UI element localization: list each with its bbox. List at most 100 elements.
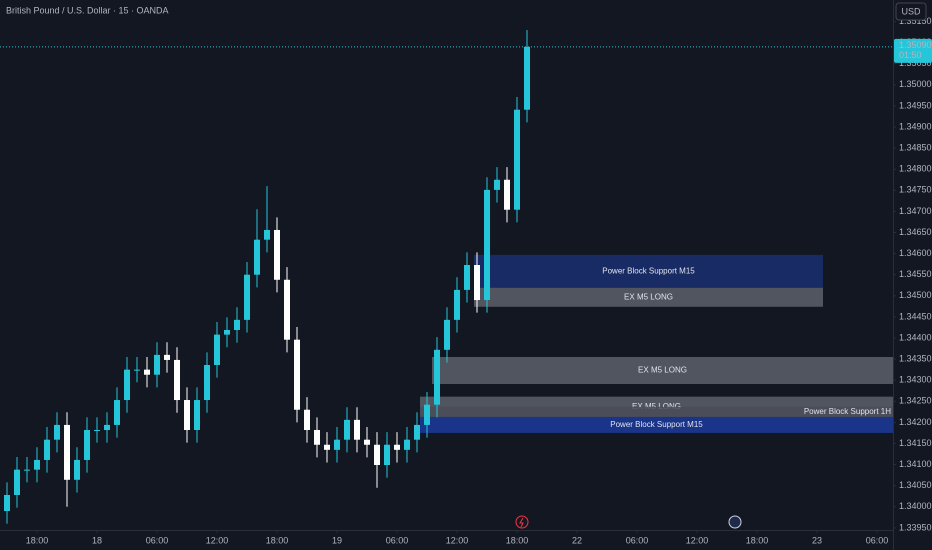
event-icon[interactable] — [515, 515, 529, 529]
last-price-label: 1.35090 — [899, 40, 932, 50]
x-tick-label: 18:00 — [506, 535, 529, 545]
candle-body — [14, 469, 20, 495]
y-tick-label: 1.35050 — [899, 58, 932, 68]
y-tick-label: 1.34450 — [899, 311, 932, 321]
candle-body — [384, 444, 390, 466]
candle-body — [474, 265, 480, 301]
y-tick-label: 1.34300 — [899, 375, 932, 385]
zone-label: EX M5 LONG — [638, 366, 687, 375]
y-tick-label: 1.34250 — [899, 396, 932, 406]
y-tick-label: 1.35150 — [899, 16, 932, 26]
y-tick-label: 1.34150 — [899, 438, 932, 448]
candle-body — [4, 494, 10, 512]
y-tick-label: 1.34400 — [899, 332, 932, 342]
currency-label: USD — [901, 6, 921, 16]
y-tick-label: 1.34550 — [899, 269, 932, 279]
candle-body — [214, 334, 220, 366]
flag-icon[interactable] — [728, 515, 742, 529]
candle-body — [64, 424, 70, 480]
x-tick-label: 12:00 — [446, 535, 469, 545]
axes: 1.33950 1.34000 1.34050 1.34100 1.34150 1.342… — [0, 16, 932, 545]
candle-body — [254, 239, 260, 275]
candle-body — [344, 419, 350, 440]
x-tick-label: 12:00 — [206, 535, 229, 545]
lightning-icon — [519, 517, 524, 528]
y-tick-label: 1.33950 — [899, 522, 932, 532]
currency-button[interactable] — [895, 2, 927, 21]
last-price-box — [894, 38, 932, 63]
candle-body — [434, 349, 440, 405]
y-tick-label: 1.34800 — [899, 164, 932, 174]
x-tick-label: 06:00 — [146, 535, 169, 545]
zone-label: EX M5 LONG — [624, 292, 673, 301]
candle-body — [494, 179, 500, 190]
candle-body — [284, 279, 290, 340]
candle-body — [144, 369, 150, 375]
x-tick-label: 12:00 — [686, 535, 709, 545]
candle-body — [94, 429, 100, 431]
y-tick-label: 1.34900 — [899, 121, 932, 131]
zone-label: EX M5 LONG — [632, 402, 681, 411]
zone-label: Power Block Support M15 — [602, 266, 695, 275]
y-tick-label: 1.34100 — [899, 459, 932, 469]
candle-body — [194, 400, 200, 430]
y-tick-label: 1.34850 — [899, 142, 932, 152]
candle-body — [324, 444, 330, 450]
candle-body — [294, 339, 300, 410]
candles — [4, 29, 530, 524]
x-tick-label: 18 — [92, 535, 102, 545]
candle-body — [34, 459, 40, 470]
candle-body — [184, 400, 190, 430]
candle-body — [104, 424, 110, 430]
candle-body — [354, 419, 360, 440]
candle-body — [524, 46, 530, 110]
candle-body — [244, 274, 250, 320]
zone — [420, 406, 893, 417]
candle-body — [504, 179, 510, 210]
y-tick-label: 1.34750 — [899, 185, 932, 195]
candle-body — [134, 369, 140, 371]
x-tick-label: 18:00 — [266, 535, 289, 545]
x-tick-label: 22 — [572, 535, 582, 545]
x-tick-label: 06:00 — [626, 535, 649, 545]
candle-body — [44, 439, 50, 460]
candle-body — [124, 369, 130, 401]
y-tick-label: 1.34200 — [899, 417, 932, 427]
zone — [420, 416, 893, 433]
zone — [474, 287, 823, 307]
candle-body — [24, 469, 30, 471]
x-tick-label: 18:00 — [746, 535, 769, 545]
y-tick-label: 1.34500 — [899, 290, 932, 300]
y-tick-label: 1.34350 — [899, 353, 932, 363]
candle-body — [84, 429, 90, 460]
candle-body — [484, 189, 490, 301]
candle-body — [314, 429, 320, 445]
candle-body — [394, 444, 400, 450]
y-tick-label: 1.34050 — [899, 480, 932, 490]
y-tick-label: 1.35000 — [899, 79, 932, 89]
x-tick-label: 06:00 — [866, 535, 889, 545]
candle-body — [444, 319, 450, 350]
candle-body — [404, 439, 410, 450]
y-tick-label: 1.34600 — [899, 248, 932, 258]
zone — [432, 356, 893, 384]
candle-body — [374, 444, 380, 466]
zone — [474, 254, 823, 288]
candle-body — [414, 424, 420, 440]
candle-body — [454, 289, 460, 320]
candle-body — [334, 439, 340, 450]
candle-body — [54, 424, 60, 440]
x-tick-label: 18:00 — [26, 535, 49, 545]
x-tick-label: 19 — [332, 535, 342, 545]
candle-body — [164, 354, 170, 360]
x-tick-label: 06:00 — [386, 535, 409, 545]
zone-label: Power Block Support M15 — [610, 420, 703, 429]
y-tick-label: 1.34650 — [899, 227, 932, 237]
candle-body — [264, 229, 270, 240]
candle-body — [464, 265, 470, 290]
candle-body — [424, 404, 430, 425]
y-tick-label: 1.34000 — [899, 501, 932, 511]
y-tick-label: 1.34700 — [899, 206, 932, 216]
